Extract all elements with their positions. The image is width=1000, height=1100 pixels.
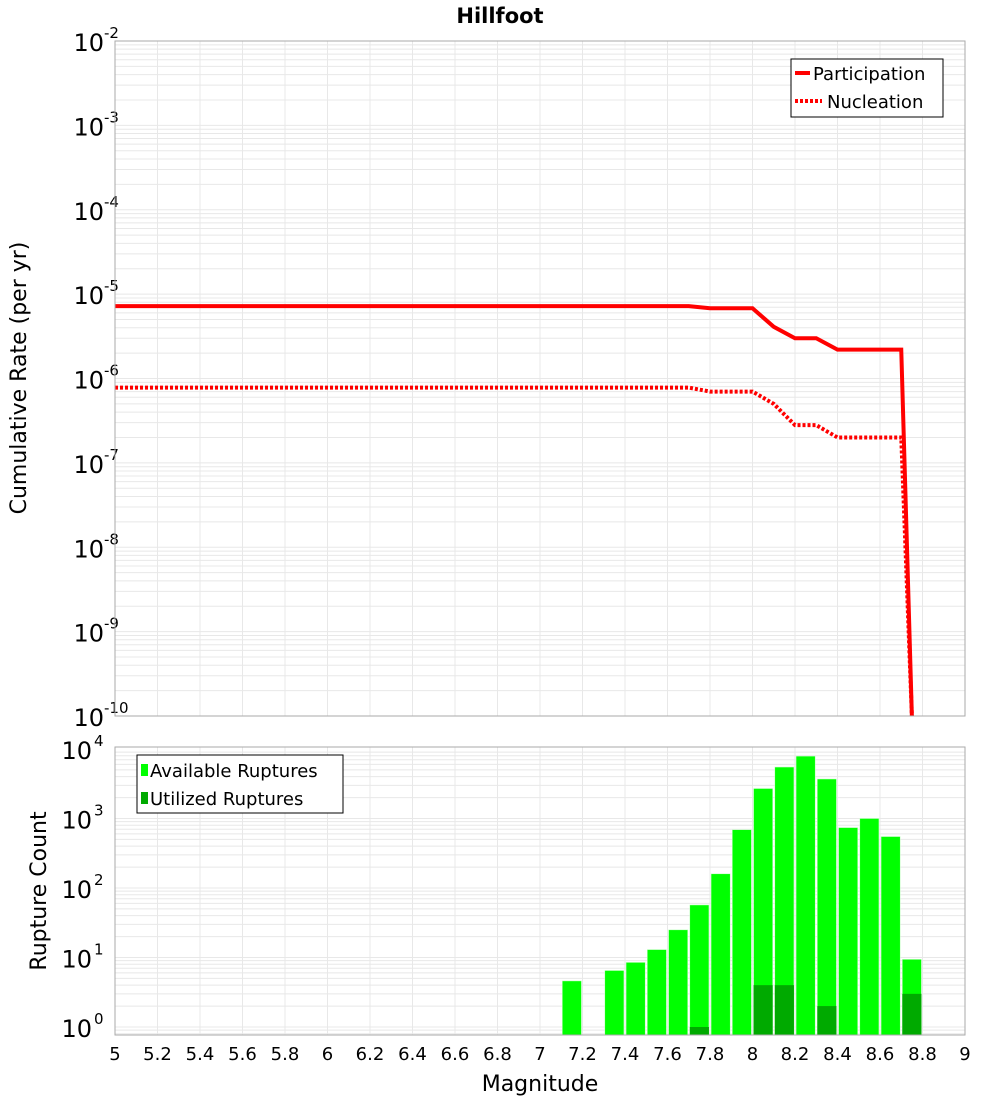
available-bar <box>668 929 688 1036</box>
y-tick-label: 10 <box>73 451 104 479</box>
y-tick-label: 10 <box>61 807 92 835</box>
y-tick-label: 10 <box>73 367 104 395</box>
series-participation <box>115 304 914 717</box>
utilized-bar <box>689 1027 709 1035</box>
available-bar <box>562 980 582 1036</box>
x-tick-label: 5.6 <box>228 1044 257 1065</box>
available-bar <box>647 949 667 1036</box>
chart-title: Hillfoot <box>456 4 543 28</box>
y-tick-label: 10 <box>61 737 92 765</box>
legend-utilized-label: Utilized Ruptures <box>150 789 303 810</box>
legend-available-label: Available Ruptures <box>150 761 318 782</box>
y-tick-label: 10 <box>73 704 104 732</box>
bottom-y-axis-label: Rupture Count <box>27 811 52 971</box>
utilized-bar <box>774 985 794 1035</box>
legend-available-swatch <box>141 764 148 776</box>
x-tick-label: 6 <box>322 1044 333 1065</box>
top-plot-border <box>114 40 966 717</box>
x-tick-label: 9 <box>959 1044 970 1065</box>
utilized-bar <box>902 993 922 1035</box>
x-tick-label: 7.2 <box>568 1044 597 1065</box>
y-tick-label: 10 <box>61 946 92 974</box>
y-tick-exponent: 0 <box>94 1010 104 1028</box>
utilized-bar <box>817 1006 837 1035</box>
available-bar <box>625 962 646 1036</box>
y-tick-exponent: -9 <box>104 615 119 633</box>
y-tick-exponent: -7 <box>104 446 119 464</box>
available-bar <box>710 873 731 1036</box>
x-tick-label: 5.4 <box>186 1044 215 1065</box>
y-tick-exponent: -4 <box>104 193 119 211</box>
x-tick-label: 6.2 <box>356 1044 385 1065</box>
x-tick-label: 6.6 <box>441 1044 470 1065</box>
y-tick-exponent: -10 <box>104 699 129 717</box>
top-legend: Participation Nucleation <box>790 58 944 118</box>
y-tick-exponent: -2 <box>104 24 119 42</box>
y-tick-exponent: 3 <box>94 802 104 820</box>
x-tick-label: 8.4 <box>823 1044 852 1065</box>
x-tick-label: 8.2 <box>781 1044 810 1065</box>
y-tick-exponent: -3 <box>104 108 119 126</box>
available-bar <box>604 970 625 1036</box>
x-tick-label: 6.4 <box>398 1044 427 1065</box>
x-tick-label: 6.8 <box>483 1044 512 1065</box>
bottom-plot-border <box>114 746 966 1036</box>
y-tick-label: 10 <box>73 620 104 648</box>
x-tick-label: 5.8 <box>271 1044 300 1065</box>
x-tick-label: 7 <box>534 1044 545 1065</box>
available-bar <box>817 778 837 1036</box>
x-tick-label: 5.2 <box>143 1044 172 1065</box>
y-tick-exponent: 1 <box>94 941 104 959</box>
utilized-bar <box>753 985 773 1035</box>
x-tick-label: 8.8 <box>908 1044 937 1065</box>
legend-participation-label: Participation <box>813 64 925 85</box>
available-bar <box>838 827 858 1036</box>
x-tick-label: 8.6 <box>866 1044 895 1065</box>
x-tick-label: 5 <box>109 1044 120 1065</box>
y-tick-label: 10 <box>73 29 104 57</box>
available-bar <box>732 829 752 1036</box>
x-tick-label: 7.6 <box>653 1044 682 1065</box>
available-bar <box>859 818 880 1036</box>
bottom-legend: Available Ruptures Utilized Ruptures <box>136 754 344 814</box>
top-y-axis-label: Cumulative Rate (per yr) <box>7 242 32 515</box>
x-tick-label: 8 <box>747 1044 758 1065</box>
y-tick-label: 10 <box>61 876 92 904</box>
legend-nucleation-label: Nucleation <box>827 92 923 113</box>
series-nucleation <box>115 385 914 717</box>
y-tick-exponent: -5 <box>104 277 119 295</box>
y-tick-label: 10 <box>73 535 104 563</box>
y-tick-label: 10 <box>73 113 104 141</box>
y-tick-exponent: -8 <box>104 530 119 548</box>
available-bar <box>880 836 901 1036</box>
y-tick-label: 10 <box>73 282 104 310</box>
x-tick-label: 7.8 <box>696 1044 725 1065</box>
y-tick-label: 10 <box>73 198 104 226</box>
y-tick-label: 10 <box>61 1015 92 1043</box>
y-tick-exponent: 4 <box>94 732 104 750</box>
y-tick-exponent: 2 <box>94 871 104 889</box>
x-axis-label: Magnitude <box>482 1072 599 1097</box>
available-bar <box>795 755 816 1036</box>
available-bar <box>689 904 710 1036</box>
legend-utilized-swatch <box>141 792 148 804</box>
y-tick-exponent: -6 <box>104 362 119 380</box>
x-tick-label: 7.4 <box>611 1044 640 1065</box>
